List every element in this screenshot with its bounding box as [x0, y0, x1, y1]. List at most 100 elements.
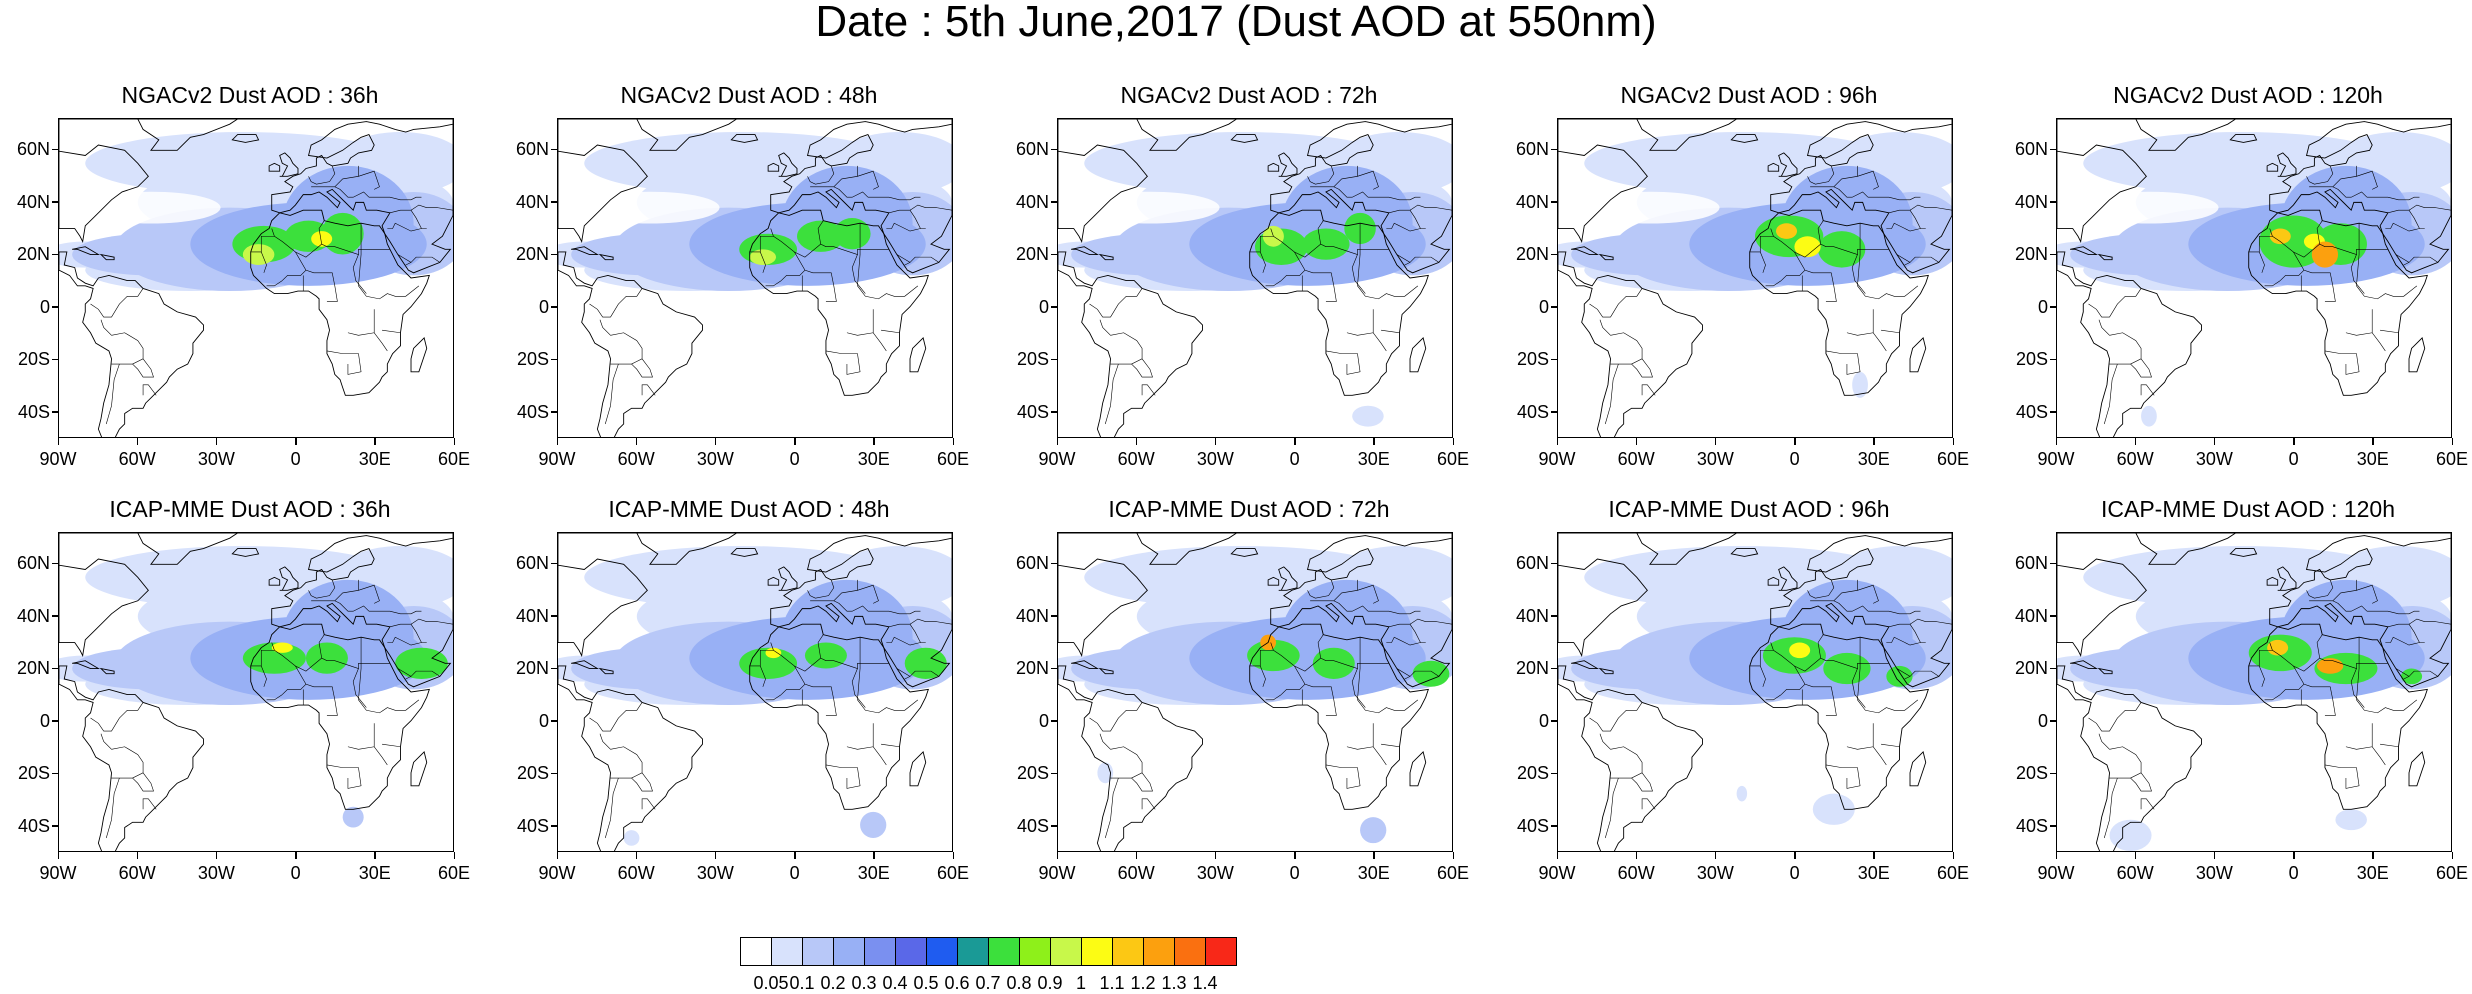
latitude-tick	[2050, 615, 2057, 617]
longitude-tick	[2293, 438, 2295, 445]
longitude-tick	[215, 852, 218, 859]
country-border	[358, 223, 420, 300]
country-border	[1867, 196, 1921, 201]
latitude-tick-label: 0	[2037, 296, 2048, 317]
latitude-tick-label: 60N	[16, 139, 50, 160]
colorbar-label: 0.3	[851, 973, 877, 993]
country-border	[896, 254, 940, 263]
figure-title: Date : 5th June,2017 (Dust AOD at 550nm)	[815, 0, 1657, 46]
country-border	[105, 777, 120, 839]
country-border	[1886, 636, 1921, 646]
country-border	[1599, 733, 1611, 750]
latitude-tick	[1051, 201, 1058, 203]
country-border	[2130, 772, 2152, 792]
country-border	[1265, 694, 1282, 701]
country-border	[2248, 642, 2273, 667]
coastline	[410, 337, 428, 373]
country-border	[2103, 363, 2118, 425]
latitude-tick-label: 40S	[1016, 815, 1049, 836]
country-border	[1131, 772, 1153, 792]
coastline	[59, 533, 453, 688]
coastline	[558, 119, 648, 243]
longitude-tick-label: 90W	[1038, 863, 1076, 883]
latitude-tick-label: 0	[1538, 296, 1549, 317]
latitude-tick	[1051, 667, 1058, 670]
country-border	[1851, 254, 1866, 294]
latitude-tick	[2050, 825, 2057, 827]
country-border	[1357, 223, 1419, 300]
longitude-tick	[2055, 852, 2057, 859]
aod-shade	[2141, 405, 2157, 427]
panel-title: NGACv2 Dust AOD : 36h	[121, 82, 379, 108]
longitude-tick-label: 60W	[1617, 863, 1655, 883]
country-border	[1904, 262, 1911, 266]
country-border	[1409, 204, 1452, 211]
country-border	[599, 319, 611, 336]
country-border	[1317, 220, 1324, 245]
colorbar-label: 1.1	[1099, 973, 1125, 993]
map-panel: ICAP-MME Dust AOD : 72h 60N 40N 20N 0 20S 40S 9…	[999, 496, 1499, 936]
latitude-tick-label: 20N	[515, 244, 549, 265]
country-border	[2350, 254, 2365, 294]
map-plot-area	[58, 532, 454, 852]
country-border	[1589, 288, 1643, 318]
latitude-tick-label: 20S	[2015, 763, 2048, 784]
longitude-tick-label: 30E	[358, 863, 391, 883]
longitude-tick-label: 0	[789, 863, 800, 883]
country-border	[1404, 262, 1411, 266]
country-border	[2088, 288, 2142, 318]
coastline	[2229, 548, 2258, 557]
colorbar-label: 0.05	[753, 973, 789, 993]
longitude-tick	[136, 438, 139, 445]
longitude-tick-label: 30E	[1857, 863, 1890, 883]
longitude-tick-label: 60E	[936, 863, 970, 883]
country-border	[833, 600, 869, 612]
country-border	[810, 579, 858, 602]
latitude-tick-label: 20N	[515, 658, 549, 679]
longitude-tick	[635, 852, 638, 859]
coastline	[59, 251, 204, 437]
coastline	[1058, 665, 1203, 851]
country-border	[387, 636, 422, 646]
country-border	[334, 186, 370, 198]
longitude-tick	[1794, 438, 1796, 445]
latitude-tick-label: 0	[1038, 296, 1049, 317]
longitude-tick-label: 0	[2288, 449, 2299, 469]
dust-aod-map	[1558, 533, 1952, 851]
latitude-tick	[2050, 720, 2057, 722]
country-border	[373, 309, 388, 352]
dust-aod-map	[1558, 119, 1952, 437]
latitude-tick	[52, 358, 59, 361]
longitude-tick-label: 90W	[538, 449, 576, 469]
colorbar-swatch	[1019, 937, 1051, 966]
coastline	[1058, 119, 1148, 243]
country-border	[810, 165, 858, 188]
aod-shade	[1412, 660, 1450, 687]
country-border	[358, 584, 380, 604]
coastline	[2057, 665, 2202, 851]
longitude-tick-label: 0	[2288, 863, 2299, 883]
longitude-tick-label: 60E	[2435, 449, 2469, 469]
country-border	[1773, 236, 1889, 258]
country-border	[1846, 332, 1874, 336]
coastline	[1598, 253, 1614, 261]
longitude-tick	[2134, 852, 2137, 859]
country-border	[368, 196, 422, 201]
country-border	[909, 204, 952, 211]
map-panel: ICAP-MME Dust AOD : 96h 60N 40N 20N 0 20S 40S 9…	[1499, 496, 1999, 936]
country-border	[142, 798, 157, 810]
country-border	[2366, 196, 2420, 201]
country-border	[872, 309, 887, 352]
coastline	[1249, 209, 1429, 396]
longitude-tick-label: 60E	[1936, 449, 1970, 469]
country-border	[2109, 746, 2142, 779]
country-border	[2387, 209, 2425, 229]
country-border	[1273, 650, 1389, 672]
aod-shade	[833, 218, 871, 250]
longitude-tick-label: 30W	[696, 863, 734, 883]
country-border	[794, 251, 837, 302]
aod-shade	[1776, 223, 1798, 239]
country-border	[610, 746, 643, 779]
colorbar-swatch	[1112, 937, 1144, 966]
country-border	[872, 723, 887, 766]
